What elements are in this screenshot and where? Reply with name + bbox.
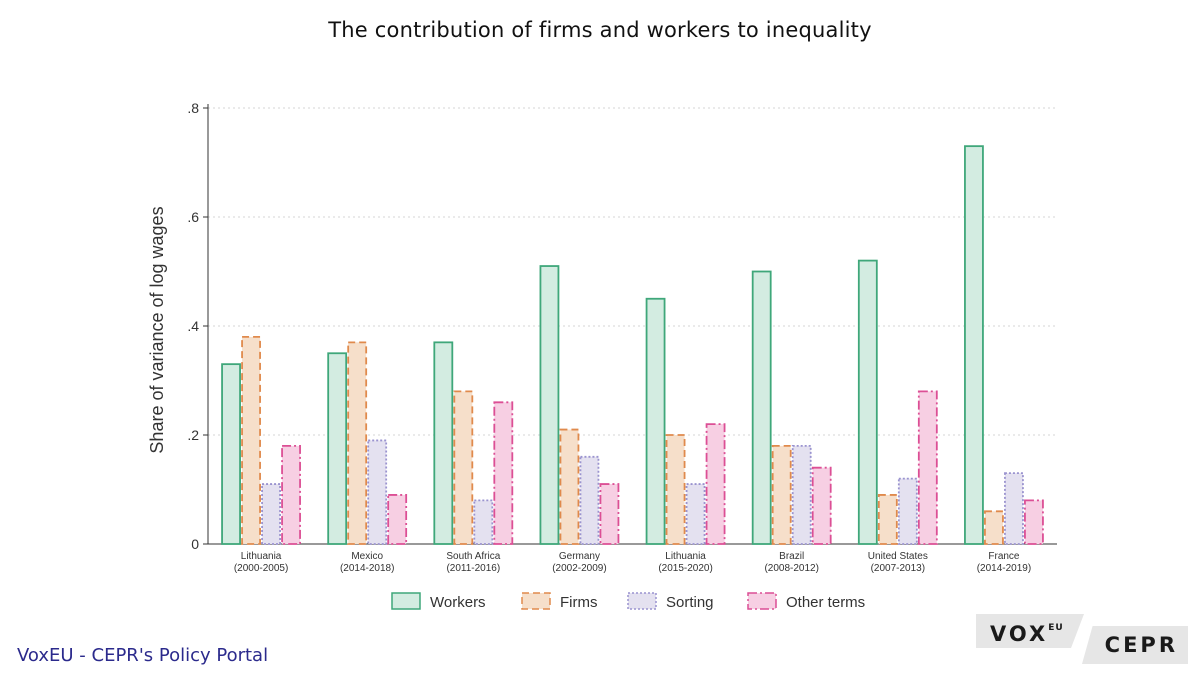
vox-logo-part: VOXEU	[976, 614, 1084, 648]
bar-other-terms	[811, 466, 832, 545]
x-tick-label: Germany	[559, 551, 600, 562]
legend-label: Sorting	[666, 594, 714, 611]
bar-other-terms	[387, 494, 408, 545]
x-tick-period-label: (2002-2009)	[552, 563, 606, 574]
x-tick-period-label: (2014-2019)	[977, 563, 1031, 574]
legend-label: Firms	[560, 594, 598, 611]
x-tick-label: South Africa	[446, 551, 500, 562]
y-axis-label: Share of variance of log wages	[147, 206, 167, 453]
bar-other-terms	[493, 401, 514, 545]
bar-workers	[433, 341, 454, 545]
legend-swatch-sorting	[627, 592, 657, 610]
bar-workers	[751, 270, 772, 545]
y-tick-label: 0	[191, 536, 199, 552]
bar-sorting	[261, 483, 281, 545]
x-tick-label: Mexico	[351, 551, 383, 562]
x-tick-label: France	[988, 551, 1020, 562]
x-tick-period-label: (2007-2013)	[871, 563, 925, 574]
bar-workers	[539, 265, 560, 545]
y-tick-label: .2	[187, 427, 199, 443]
bar-sorting	[473, 499, 494, 545]
legend-label: Other terms	[786, 594, 865, 611]
y-tick-label: .8	[187, 100, 199, 116]
bar-sorting	[791, 444, 812, 545]
bar-sorting	[367, 439, 388, 545]
bar-sorting	[685, 483, 706, 545]
x-tick-label: Lithuania	[665, 551, 706, 562]
bar-other-terms	[599, 483, 620, 545]
bar-other-terms	[281, 444, 301, 545]
x-tick-period-label: (2011-2016)	[446, 563, 500, 574]
bar-other-terms	[917, 390, 938, 545]
cepr-logo-part: CEPR	[1082, 626, 1188, 664]
legend-swatch-firms	[521, 592, 551, 610]
bar-workers	[327, 352, 348, 545]
bar-firms	[347, 341, 368, 545]
bar-other-terms	[1024, 499, 1044, 545]
x-tick-label: Lithuania	[241, 551, 282, 562]
x-tick-period-label: (2014-2018)	[340, 563, 394, 574]
x-tick-period-label: (2008-2012)	[764, 563, 818, 574]
bar-workers	[857, 259, 878, 545]
bar-workers	[645, 297, 666, 545]
x-tick-period-label: (2000-2005)	[234, 563, 288, 574]
bar-sorting	[1004, 472, 1024, 545]
x-tick-period-label: (2015-2020)	[658, 563, 712, 574]
legend-swatch-workers	[391, 592, 421, 610]
chart-title: The contribution of firms and workers to…	[328, 18, 872, 42]
voxeu-cepr-logo[interactable]: VOXEU CEPR	[976, 614, 1188, 664]
x-tick-label: United States	[868, 551, 928, 562]
bar-firms	[771, 444, 792, 545]
bar-workers	[221, 363, 241, 545]
bar-workers	[964, 145, 984, 545]
legend-label: Workers	[430, 594, 486, 611]
footer-portal-text: VoxEU - CEPR's Policy Portal	[17, 645, 269, 666]
y-tick-label: .4	[187, 318, 199, 334]
y-tick-label: .6	[187, 209, 199, 225]
bar-firms	[241, 335, 261, 545]
bar-other-terms	[705, 423, 726, 545]
bar-firms	[984, 510, 1004, 545]
bar-firms	[665, 434, 686, 545]
bar-firms	[877, 494, 898, 545]
x-tick-label: Brazil	[779, 551, 804, 562]
bar-sorting	[897, 477, 918, 545]
bar-firms	[453, 390, 474, 545]
legend-swatch-other-terms	[747, 592, 777, 610]
bar-firms	[559, 428, 580, 545]
bar-sorting	[579, 455, 600, 545]
